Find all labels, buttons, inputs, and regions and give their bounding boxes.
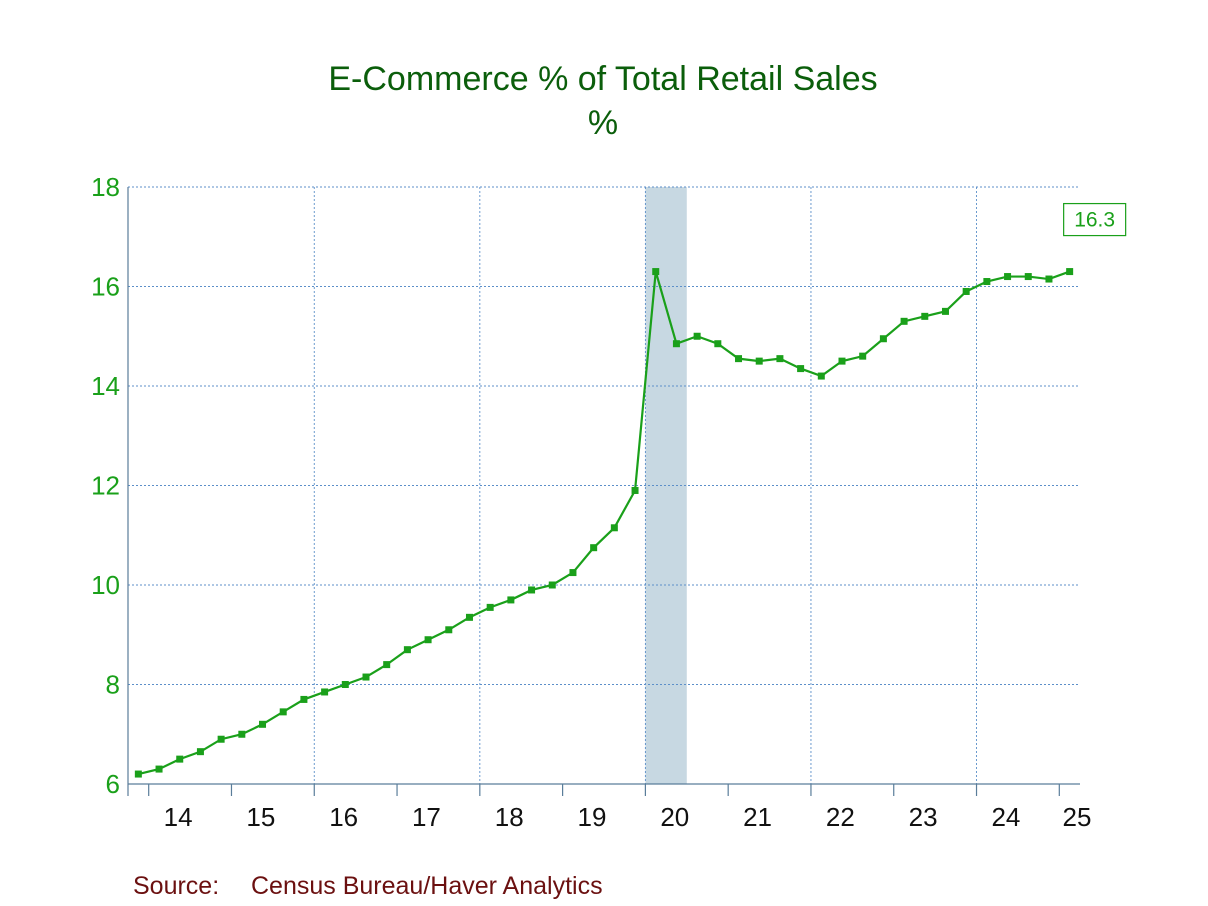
data-point [672, 340, 680, 348]
data-point [838, 357, 846, 365]
data-point [321, 688, 329, 696]
y-tick-label: 16 [91, 272, 120, 302]
data-point [797, 365, 805, 373]
x-tick-label: 23 [909, 802, 938, 832]
x-tick-label: 20 [660, 802, 689, 832]
data-point [610, 524, 618, 532]
data-point [155, 765, 163, 773]
x-tick-label: 19 [578, 802, 607, 832]
data-point [1004, 273, 1012, 281]
axis-layer: 18 16 14 12 10 8 6 14 15 16 17 18 19 20 21 22 23 24 25 [91, 172, 1091, 832]
data-point [776, 355, 784, 363]
data-point [424, 636, 432, 644]
data-point [134, 770, 142, 778]
source-label: Source: [133, 872, 219, 900]
data-point [300, 695, 308, 703]
data-point [962, 287, 970, 295]
data-point [465, 613, 473, 621]
y-tick-label: 10 [91, 570, 120, 600]
data-point [507, 596, 515, 604]
y-tick-label: 14 [91, 371, 120, 401]
data-point [259, 720, 267, 728]
series-line [138, 270, 1071, 776]
source-text: Census Bureau/Haver Analytics [251, 872, 603, 900]
data-point [941, 307, 949, 315]
series-layer [134, 268, 1074, 778]
data-point [238, 730, 246, 738]
data-point [486, 603, 494, 611]
data-point [921, 312, 929, 320]
data-point [341, 681, 349, 688]
label-layer: 16.3 [1063, 202, 1127, 237]
y-tick-label: 18 [91, 172, 120, 202]
chart-title: E-Commerce % of Total Retail Sales [328, 60, 877, 98]
data-point [900, 317, 908, 325]
x-tick-label: 24 [991, 802, 1020, 832]
data-point [196, 748, 204, 756]
data-point [714, 340, 722, 348]
data-point [755, 357, 763, 365]
y-tick-label: 8 [106, 670, 120, 700]
last-value-box [1063, 202, 1127, 237]
data-point [983, 278, 991, 286]
x-tick-label: 22 [826, 802, 855, 832]
data-point [403, 646, 411, 654]
chart-subtitle: % [588, 104, 618, 142]
y-tick-label: 6 [106, 769, 120, 799]
data-point [735, 355, 743, 363]
data-point [693, 332, 701, 340]
data-point [879, 335, 887, 343]
last-value-label: 16.3 [1074, 209, 1115, 232]
x-tick-label: 14 [164, 802, 193, 832]
data-point [548, 581, 556, 589]
data-point [569, 569, 577, 577]
x-tick-label: 17 [412, 802, 441, 832]
data-point [590, 544, 598, 552]
x-tick-label: 15 [246, 802, 275, 832]
data-point [445, 626, 453, 634]
data-point [817, 372, 825, 380]
data-point [1066, 268, 1074, 276]
data-point [1024, 273, 1032, 281]
data-point [217, 735, 225, 743]
y-tick-label: 12 [91, 471, 120, 501]
data-point [279, 708, 287, 716]
data-point [652, 268, 660, 276]
grid-layer [128, 186, 1080, 784]
data-point [528, 586, 536, 594]
x-tick-label: 25 [1063, 802, 1092, 832]
x-tick-label: 16 [329, 802, 358, 832]
data-point [859, 352, 867, 360]
data-point [383, 661, 391, 669]
data-point [362, 673, 370, 681]
data-point [176, 755, 184, 763]
x-tick-label: 18 [495, 802, 524, 832]
x-tick-label: 21 [743, 802, 772, 832]
data-point [1045, 275, 1053, 283]
data-point [631, 486, 639, 494]
